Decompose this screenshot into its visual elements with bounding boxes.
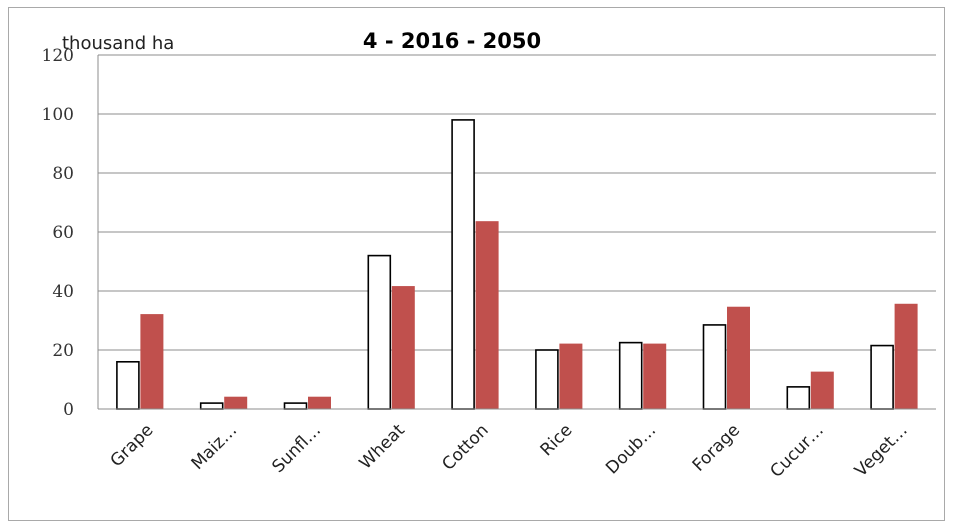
gridlines: [98, 54, 936, 351]
bar-s2-6: [643, 343, 667, 410]
x-tick-label-2: Sunfl…: [268, 420, 325, 477]
x-tick-label-5: Rice: [537, 420, 577, 460]
bar-s1-2: [283, 402, 308, 410]
bar-s1-6: [618, 341, 643, 410]
bar-s2-1: [224, 396, 248, 410]
bar-s2-8: [810, 371, 834, 410]
x-axis-ticks: Grape Maiz… Sunfl… Wheat Cotton Rice Doub… Fora…: [107, 420, 912, 482]
bar-s1-3: [367, 254, 392, 410]
bar-s2-9: [894, 303, 918, 410]
bar-s1-9: [870, 344, 894, 410]
x-tick-label-7: Forage: [689, 420, 744, 475]
y-tick-label-40: 40: [52, 282, 74, 302]
chart-border: [8, 7, 945, 521]
y-tick-label-80: 80: [52, 164, 74, 184]
bar-s2-7: [727, 306, 750, 410]
y-tick-label-120: 120: [42, 46, 74, 66]
bar-s2-4: [475, 221, 499, 410]
bar-s1-1: [199, 402, 224, 410]
bar-s2-3: [391, 286, 415, 410]
chart-title: 4 - 2016 - 2050: [363, 29, 541, 53]
y-tick-label-0: 0: [63, 400, 74, 420]
x-tick-label-8: Cucur…: [766, 420, 827, 481]
bars: [116, 119, 918, 410]
bar-s1-7: [702, 324, 727, 410]
bar-s1-8: [786, 386, 811, 410]
bar-s1-5: [535, 349, 559, 410]
x-tick-label-3: Wheat: [356, 420, 409, 473]
y-axis-unit-label: thousand ha: [62, 33, 174, 54]
bar-s1-0: [116, 360, 140, 410]
bar-s1-4: [451, 119, 475, 410]
y-axis-ticks: 0 20 40 60 80 100 120: [42, 46, 74, 420]
y-tick-label-20: 20: [52, 341, 74, 361]
axes: [97, 55, 936, 410]
bar-s2-0: [140, 314, 164, 410]
x-tick-label-9: Veget…: [851, 420, 912, 481]
bar-s2-5: [559, 343, 583, 410]
x-tick-label-0: Grape: [107, 420, 158, 471]
bar-s2-2: [308, 396, 331, 410]
x-tick-label-6: Doub…: [602, 420, 660, 478]
y-tick-label-60: 60: [52, 223, 74, 243]
x-tick-label-1: Maiz…: [188, 420, 242, 474]
y-tick-label-100: 100: [42, 105, 74, 125]
x-tick-label-4: Cotton: [438, 420, 492, 474]
